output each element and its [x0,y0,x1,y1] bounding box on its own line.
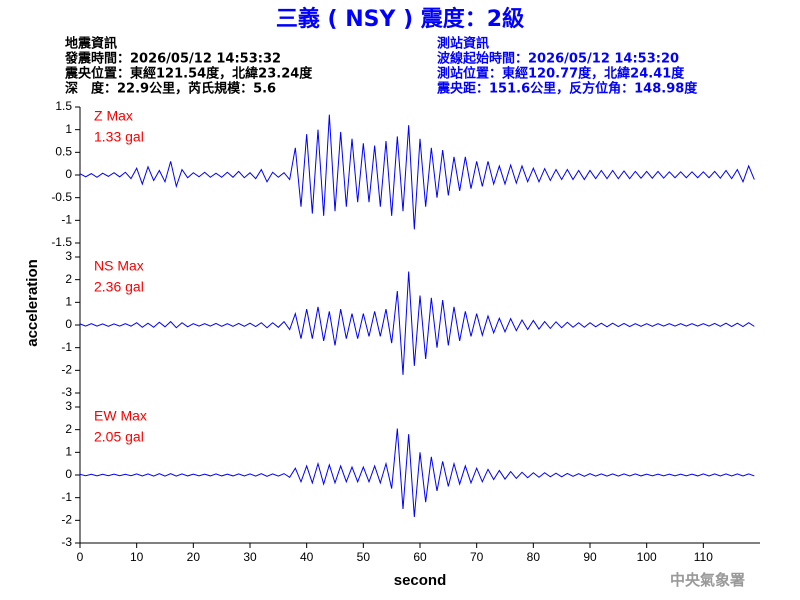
y-tick-label: 0.5 [55,145,72,159]
max-label: Z Max [94,108,133,124]
max-value: 1.33 gal [94,129,144,145]
x-tick-label: 100 [637,550,657,564]
x-tick-label: 90 [583,550,597,564]
chart-title: 三義 ( NSY ) 震度：2級 [276,6,524,32]
waveform [79,271,755,375]
x-tick-label: 0 [77,550,84,564]
waveform [79,428,755,517]
max-value: 2.05 gal [94,429,144,445]
x-tick-label: 10 [130,550,144,564]
info-line: 測站資訊 [437,36,489,52]
y-tick-label: 1 [65,295,72,309]
y-tick-label: 3 [65,249,72,263]
x-tick-label: 110 [694,550,713,564]
waveform [79,114,755,230]
max-label: EW Max [94,408,147,424]
y-axis-label: acceleration [24,259,41,347]
y-tick-label: -1 [61,340,72,354]
info-line: 地震資訊 [65,36,117,52]
max-label: NS Max [94,258,144,274]
y-tick-label: 1 [65,122,72,136]
x-tick-label: 60 [413,550,427,564]
info-line: 震央位置：東經121.54度，北緯23.24度 [64,66,313,82]
y-tick-label: -2 [61,513,72,527]
y-tick-label: -0.5 [51,190,72,204]
info-line: 發震時間：2026/05/12 14:53:32 [64,51,281,67]
x-tick-label: 40 [300,550,314,564]
y-tick-label: -3 [61,385,72,399]
y-tick-label: -3 [61,535,72,549]
y-tick-label: -2 [61,363,72,377]
y-tick-label: -1 [61,213,72,227]
y-tick-label: 0 [65,167,72,181]
info-line: 深 度：22.9公里，芮氏規模：5.6 [65,81,276,97]
max-value: 2.36 gal [94,279,144,295]
x-axis-label: second [394,572,447,589]
info-line: 測站位置：東經120.77度，北緯24.41度 [437,66,685,82]
x-tick-label: 30 [243,550,257,564]
info-line: 震央距：151.6公里，反方位角：148.98度 [436,81,698,97]
y-tick-label: -1.5 [51,235,72,249]
x-tick-label: 70 [470,550,484,564]
y-tick-label: 3 [65,399,72,413]
footer: 中央氣象署 [670,571,745,589]
y-tick-label: 1 [65,445,72,459]
x-tick-label: 50 [357,550,371,564]
y-tick-label: 1.5 [55,99,72,113]
info-line: 波線起始時間：2026/05/12 14:53:20 [437,51,679,67]
x-tick-label: 20 [187,550,201,564]
x-tick-label: 80 [527,550,541,564]
y-tick-label: 2 [65,422,72,436]
y-tick-label: -1 [61,490,72,504]
y-tick-label: 0 [65,467,72,481]
y-tick-label: 2 [65,272,72,286]
y-tick-label: 0 [65,317,72,331]
